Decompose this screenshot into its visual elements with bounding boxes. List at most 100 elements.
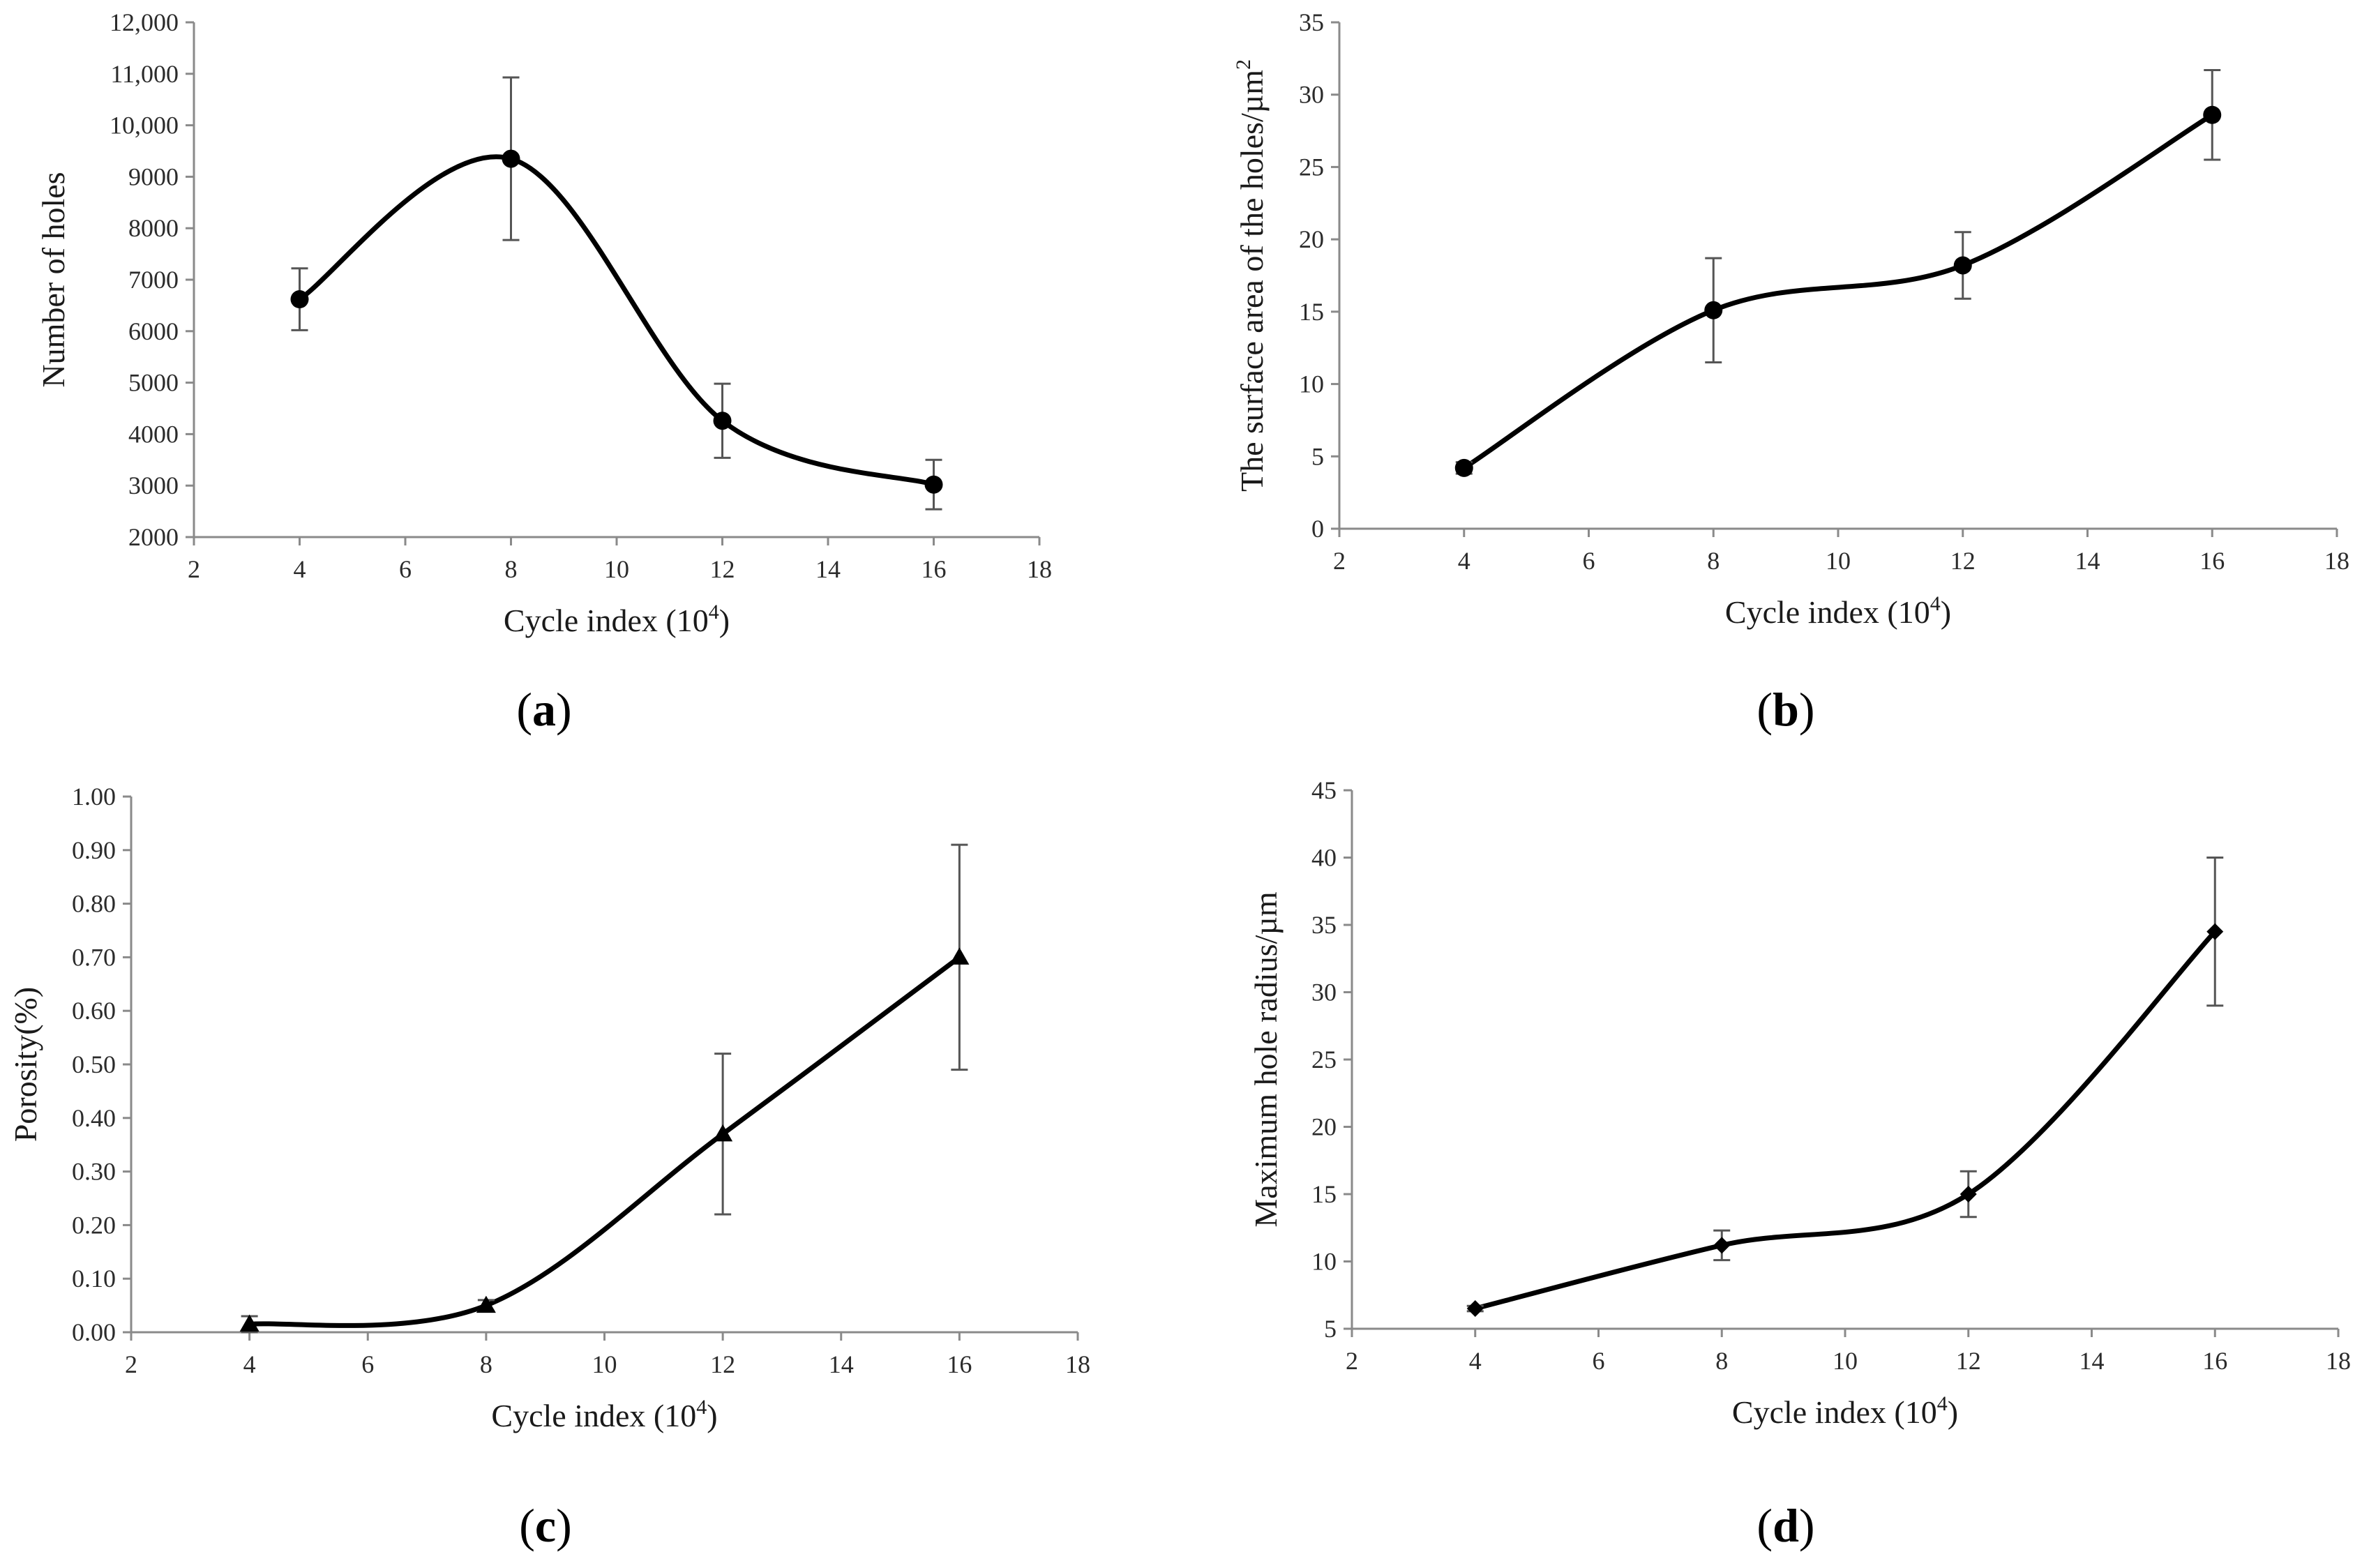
panel-label-letter: b [1773, 683, 1799, 736]
y-axis-title-text: Maximum hole radius/µm [1248, 891, 1284, 1228]
y-tick-label: 6000 [128, 317, 179, 345]
y-tick-label: 4000 [128, 420, 179, 448]
x-axis-title-sup: 4 [709, 601, 719, 624]
x-axis-title: Cycle index (104) [504, 601, 730, 638]
y-tick-label: 15 [1311, 1180, 1337, 1208]
data-point [502, 149, 520, 168]
x-axis-title: Cycle index (104) [1725, 592, 1951, 630]
y-axis-title: Porosity(%) [8, 987, 43, 1142]
chart-panel-c: 0.00 0.10 0.20 0.30 0.40 0.50 0.60 0.70 0.80 0.90… [8, 783, 1090, 1552]
x-tick-label: 10 [604, 555, 629, 583]
panel-label-close: ) [556, 683, 572, 736]
x-tick-label: 2 [1346, 1347, 1358, 1375]
y-tick-label: 0.40 [72, 1104, 116, 1132]
y-tick-label: 35 [1299, 8, 1324, 36]
x-tick-label: 12 [1956, 1347, 1981, 1375]
chart-panel-b: 0 5 10 15 20 25 30 35 2 4 6 8 10 12 14 16 18 Cycle index … [1232, 8, 2349, 736]
y-tick-label: 8000 [128, 214, 179, 242]
x-tick-label: 12 [710, 555, 735, 583]
y-axis-title-text: Porosity(%) [8, 987, 43, 1142]
y-tick-label: 5000 [128, 369, 179, 397]
x-tick-label: 4 [294, 555, 306, 583]
y-tick-label: 11,000 [110, 60, 179, 88]
data-point [2203, 105, 2222, 124]
x-axis-title-end: ) [1941, 594, 1951, 630]
y-tick-label: 25 [1299, 153, 1324, 181]
y-tick-label: 9000 [128, 163, 179, 190]
x-tick-label: 8 [1707, 547, 1720, 575]
chart-panel-d: 5 10 15 20 25 30 35 40 45 2 4 6 8 10 12 14 16 18 Cycle ind… [1248, 776, 2351, 1552]
x-tick-label: 14 [2079, 1347, 2105, 1375]
x-tick-label: 10 [1826, 547, 1851, 575]
x-axis-title-text: Cycle index (10 [1725, 594, 1930, 630]
y-axis-title: The surface area of the holes/µm2 [1232, 59, 1270, 492]
x-axis-title-end: ) [1948, 1394, 1958, 1430]
x-tick-label: 2 [125, 1350, 137, 1378]
y-tick-label: 10 [1311, 1248, 1337, 1276]
x-axis-title-end: ) [707, 1398, 717, 1433]
x-tick-label: 18 [2326, 1347, 2351, 1375]
data-point [949, 947, 970, 965]
panel-label-open: ( [1757, 1499, 1773, 1552]
x-tick-label: 2 [188, 555, 200, 583]
y-tick-label: 0.30 [72, 1158, 116, 1186]
x-tick-label: 16 [947, 1350, 972, 1378]
x-tick-label: 4 [1458, 547, 1470, 575]
panel-label-letter: a [532, 683, 556, 736]
x-tick-label: 16 [2202, 1347, 2227, 1375]
data-point [290, 290, 309, 309]
y-tick-label: 12,000 [110, 8, 179, 36]
y-tick-label: 30 [1299, 81, 1324, 109]
panel-label: (a) [516, 683, 571, 736]
y-tick-label: 20 [1299, 225, 1324, 253]
chart-panel-a: 2000 3000 4000 5000 6000 7000 8000 9000 10,000 11… [36, 8, 1052, 736]
panel-label-letter: d [1773, 1499, 1799, 1552]
x-tick-label: 2 [1333, 547, 1346, 575]
data-point [239, 1314, 259, 1332]
x-axis-title-text: Cycle index (10 [1732, 1394, 1937, 1430]
panel-label-close: ) [556, 1499, 572, 1552]
y-tick-label: 30 [1311, 979, 1337, 1007]
series-line [1473, 929, 2218, 1311]
panel-label: (b) [1757, 683, 1814, 736]
x-tick-label: 10 [592, 1350, 617, 1378]
panel-label-open: ( [516, 683, 532, 736]
x-tick-label: 6 [1583, 547, 1595, 575]
data-point [1953, 256, 1972, 275]
x-axis-title-text: Cycle index (10 [491, 1398, 696, 1433]
x-tick-label: 8 [1715, 1347, 1728, 1375]
y-tick-label: 0.10 [72, 1265, 116, 1292]
x-tick-label: 16 [922, 555, 947, 583]
x-tick-label: 6 [1593, 1347, 1605, 1375]
y-tick-label: 20 [1311, 1113, 1337, 1141]
x-axis-title-sup: 4 [696, 1396, 707, 1419]
y-tick-label: 0 [1311, 515, 1324, 543]
y-tick-label: 45 [1311, 776, 1337, 804]
y-tick-label: 7000 [128, 266, 179, 294]
y-tick-label: 5 [1324, 1315, 1337, 1343]
x-axis-title-text: Cycle index (10 [504, 603, 709, 638]
x-tick-label: 8 [480, 1350, 492, 1378]
panel-label-open: ( [1757, 683, 1773, 736]
y-axis-title-sup: 2 [1232, 59, 1255, 70]
panel-label: (c) [519, 1499, 572, 1552]
y-tick-label: 10 [1299, 370, 1324, 398]
panel-label-close: ) [1799, 1499, 1815, 1552]
series-line [1461, 112, 2215, 471]
x-tick-label: 18 [2324, 547, 2349, 575]
x-axis-title-sup: 4 [1937, 1392, 1948, 1415]
y-tick-label: 0.70 [72, 943, 116, 971]
y-tick-label: 0.60 [72, 997, 116, 1025]
data-point [713, 1124, 733, 1142]
panel-label-close: ) [1799, 683, 1815, 736]
y-tick-label: 0.90 [72, 836, 116, 864]
y-tick-label: 0.20 [72, 1211, 116, 1239]
y-tick-label: 35 [1311, 911, 1337, 939]
y-tick-label: 40 [1311, 844, 1337, 872]
data-point [713, 412, 732, 430]
x-tick-label: 6 [361, 1350, 374, 1378]
x-tick-label: 14 [815, 555, 841, 583]
y-tick-label: 3000 [128, 472, 179, 499]
data-point [1704, 301, 1723, 319]
